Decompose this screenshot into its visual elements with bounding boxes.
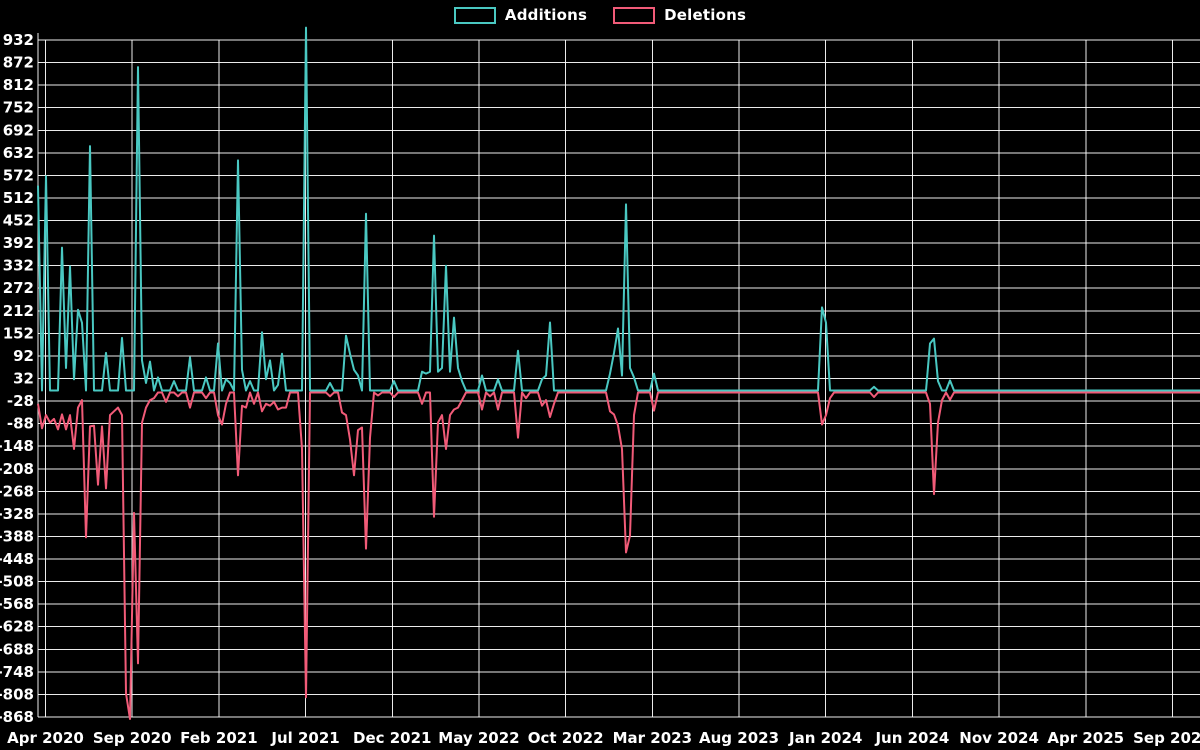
x-tick-label: Dec 2021: [353, 729, 432, 747]
legend-item-additions[interactable]: Additions: [453, 6, 588, 24]
chart-legend: Additions Deletions: [0, 6, 1200, 24]
x-tick-label: Sep 2020: [93, 729, 172, 747]
y-tick-label: -568: [0, 595, 34, 613]
y-tick-label: 692: [3, 121, 34, 139]
x-tick-label: Sep 2025: [1133, 729, 1200, 747]
additions-swatch-icon: [453, 6, 496, 24]
x-tick-label: May 2022: [438, 729, 519, 747]
x-tick-label: Aug 2023: [699, 729, 779, 747]
x-tick-label: Oct 2022: [528, 729, 604, 747]
legend-item-deletions[interactable]: Deletions: [613, 6, 746, 24]
y-tick-label: -388: [0, 527, 34, 545]
y-tick-label: -448: [0, 550, 34, 568]
x-tick-label: Mar 2023: [613, 729, 692, 747]
y-tick-label: -868: [0, 708, 34, 726]
additions-line: [37, 26, 1200, 392]
y-tick-label: -88: [7, 415, 34, 433]
y-tick-label: 212: [3, 302, 34, 320]
y-tick-label: 572: [3, 166, 34, 184]
x-tick-label: Feb 2021: [180, 729, 258, 747]
y-tick-label: 152: [3, 324, 34, 342]
y-tick-label: 872: [3, 54, 34, 72]
y-tick-label: 32: [13, 370, 34, 388]
y-tick-label: -208: [0, 460, 34, 478]
deletions-line: [37, 391, 1200, 720]
y-tick-label: 512: [3, 189, 34, 207]
legend-label-deletions: Deletions: [664, 6, 747, 24]
x-tick-label: Nov 2024: [959, 729, 1039, 747]
y-tick-label: -808: [0, 685, 34, 703]
y-tick-label: 812: [3, 76, 34, 94]
y-tick-label: 392: [3, 234, 34, 252]
y-tick-label: -748: [0, 663, 34, 681]
x-tick-label: Jun 2024: [874, 729, 949, 747]
y-tick-label: -328: [0, 505, 34, 523]
y-tick-label: 452: [3, 212, 34, 230]
y-tick-label: 272: [3, 279, 34, 297]
deletions-swatch-icon: [613, 6, 656, 24]
y-tick-label: 752: [3, 99, 34, 117]
legend-label-additions: Additions: [504, 6, 588, 24]
y-tick-label: 632: [3, 144, 34, 162]
y-tick-label: -28: [7, 392, 34, 410]
x-tick-label: Apr 2020: [7, 729, 84, 747]
y-tick-label: -628: [0, 618, 34, 636]
y-tick-label: -508: [0, 573, 34, 591]
y-tick-label: 932: [3, 31, 34, 49]
x-tick-label: Apr 2025: [1047, 729, 1124, 747]
y-tick-label: -688: [0, 640, 34, 658]
y-tick-label: -148: [0, 437, 34, 455]
y-tick-label: -268: [0, 482, 34, 500]
y-tick-label: 332: [3, 257, 34, 275]
y-tick-label: 92: [13, 347, 34, 365]
x-tick-label: Jan 2024: [788, 729, 862, 747]
x-tick-label: Jul 2021: [270, 729, 339, 747]
